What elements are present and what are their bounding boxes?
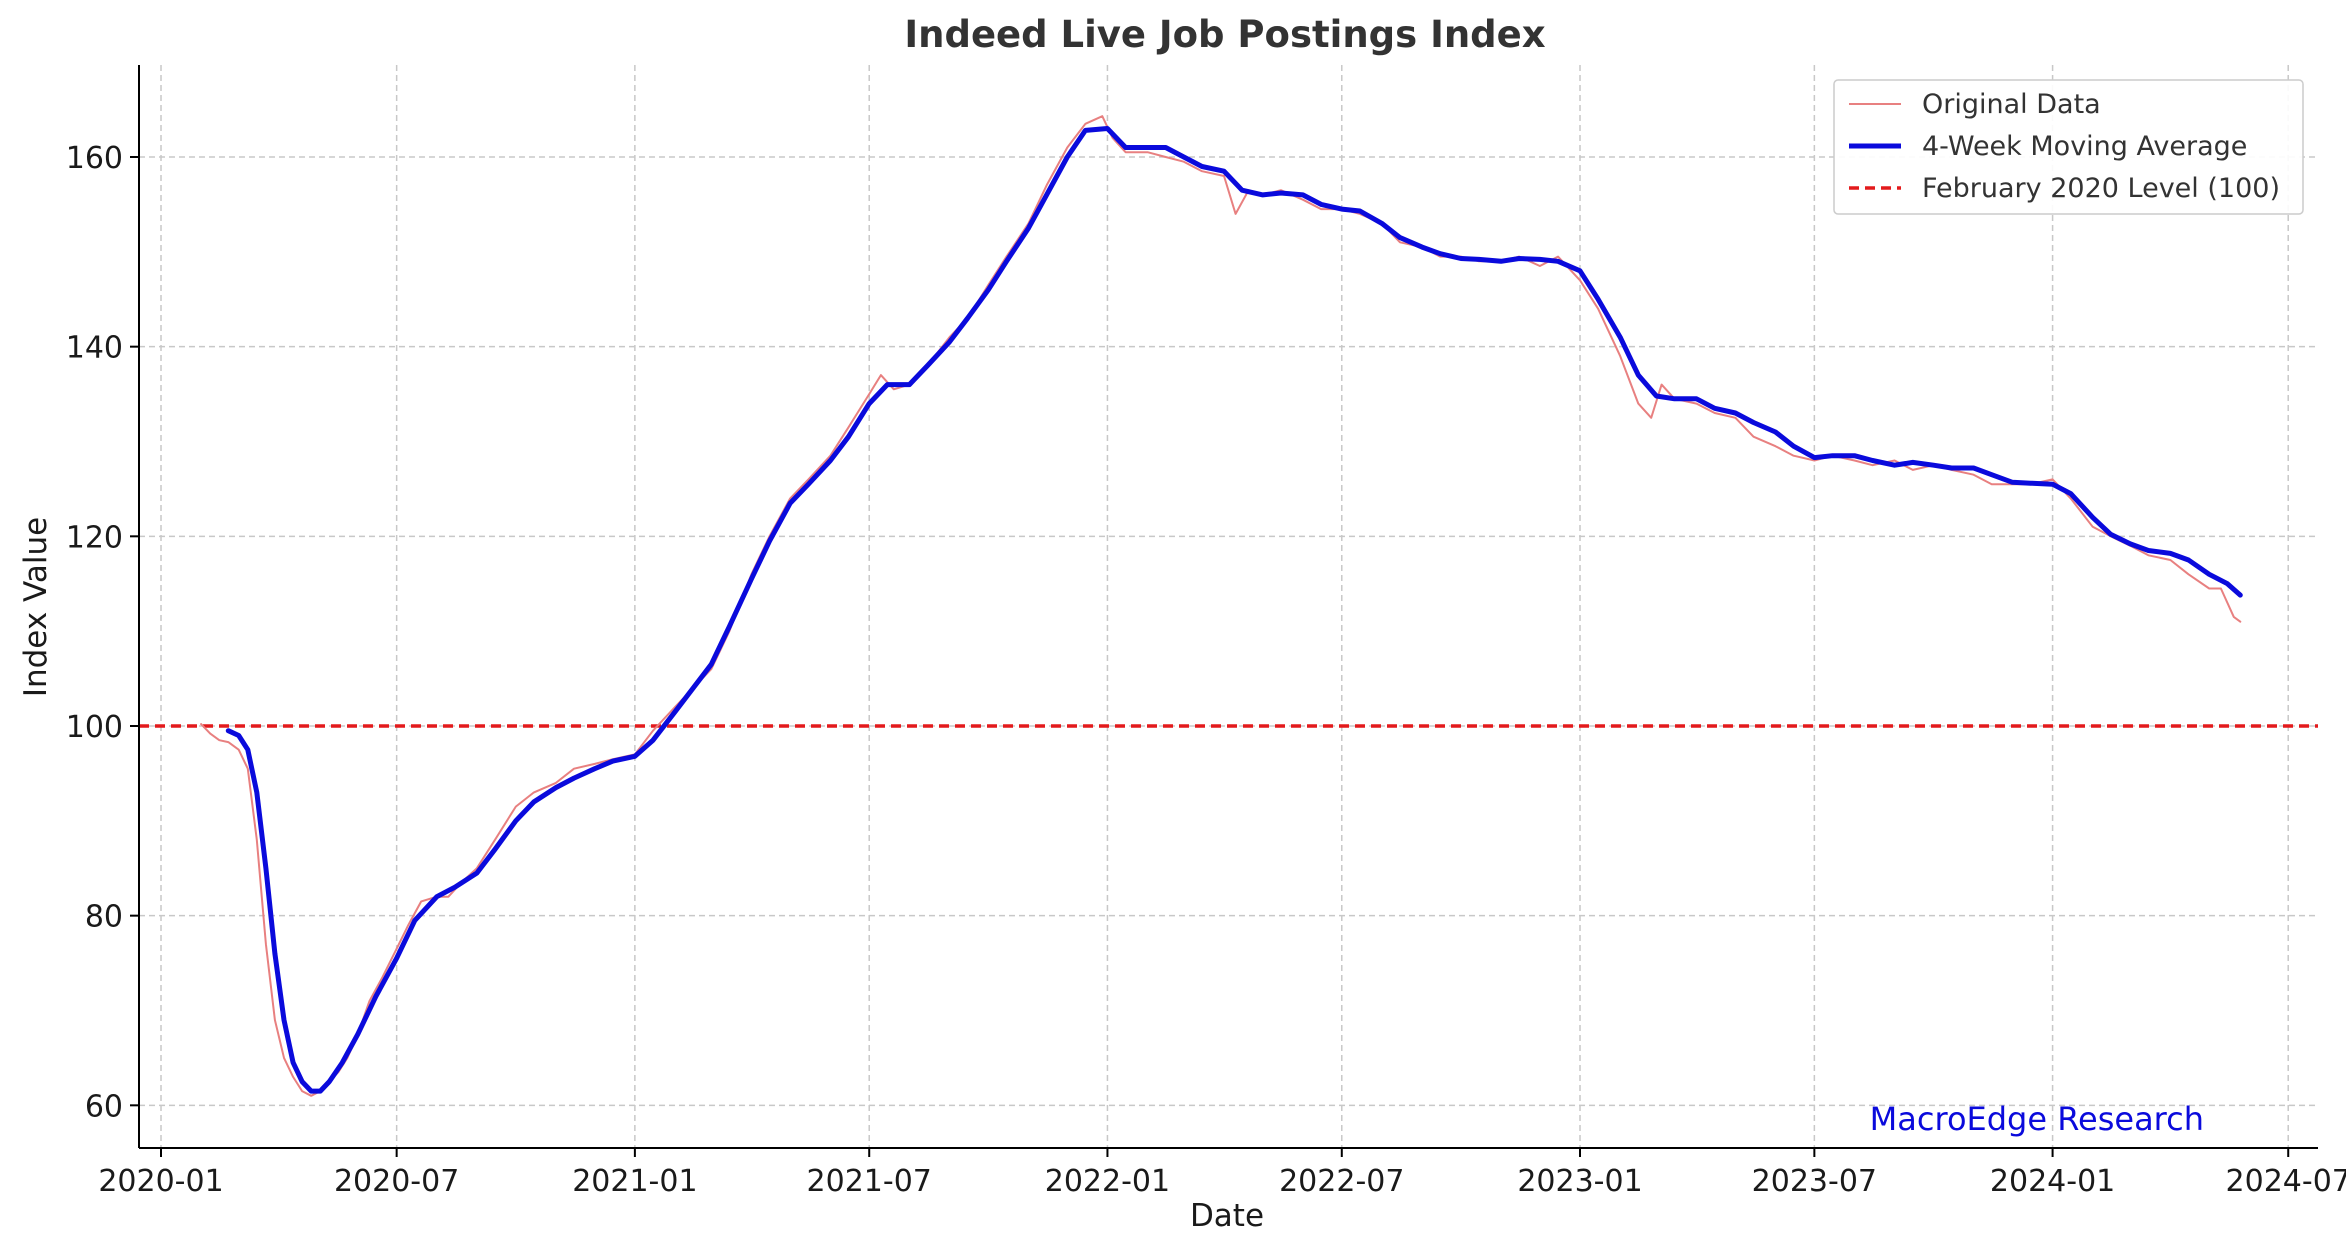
y-ticks: 60 80 100 120 140 160: [66, 141, 139, 1124]
x-axis-title: Date: [1190, 1198, 1264, 1234]
y-tick-label: 60: [85, 1089, 123, 1124]
grid: [139, 65, 2318, 1148]
series-original-data: [200, 115, 2242, 1097]
y-tick-label: 80: [85, 900, 123, 935]
x-tick-label: 2023-01: [1517, 1164, 1642, 1199]
y-tick-label: 100: [66, 710, 123, 745]
y-axis-title: Index Value: [18, 517, 54, 697]
legend-frame: [1833, 79, 2304, 215]
y-tick-label: 120: [66, 520, 123, 555]
series-moving-average: [225, 126, 2243, 1094]
axes: [138, 65, 2318, 1149]
x-tick-label: 2020-07: [334, 1164, 459, 1199]
x-ticks: 2020-01 2020-07 2021-01 2021-07 2022-01 2022-…: [98, 1148, 2346, 1199]
x-tick-label: 2022-07: [1279, 1164, 1404, 1199]
y-tick-label: 160: [66, 141, 123, 176]
x-tick-label: 2023-07: [1752, 1164, 1877, 1199]
x-tick-label: 2022-01: [1045, 1164, 1170, 1199]
legend-label-original-data: Original Data: [1922, 89, 2101, 120]
chart-title: Indeed Live Job Postings Index: [904, 13, 1545, 56]
series-layer: [200, 115, 2243, 1097]
y-tick-label: 140: [66, 331, 123, 366]
x-tick-label: 2024-07: [2226, 1164, 2346, 1199]
legend-label-moving-average: 4-Week Moving Average: [1922, 131, 2247, 162]
legend: Original Data 4-Week Moving Average Febr…: [1833, 79, 2304, 215]
x-tick-label: 2024-01: [1990, 1164, 2115, 1199]
legend-label-february-2020-level: February 2020 Level (100): [1922, 173, 2280, 204]
x-tick-label: 2021-01: [572, 1164, 697, 1199]
x-tick-label: 2021-07: [807, 1164, 932, 1199]
x-tick-label: 2020-01: [98, 1164, 223, 1199]
watermark: MacroEdge Research: [1870, 1100, 2204, 1138]
